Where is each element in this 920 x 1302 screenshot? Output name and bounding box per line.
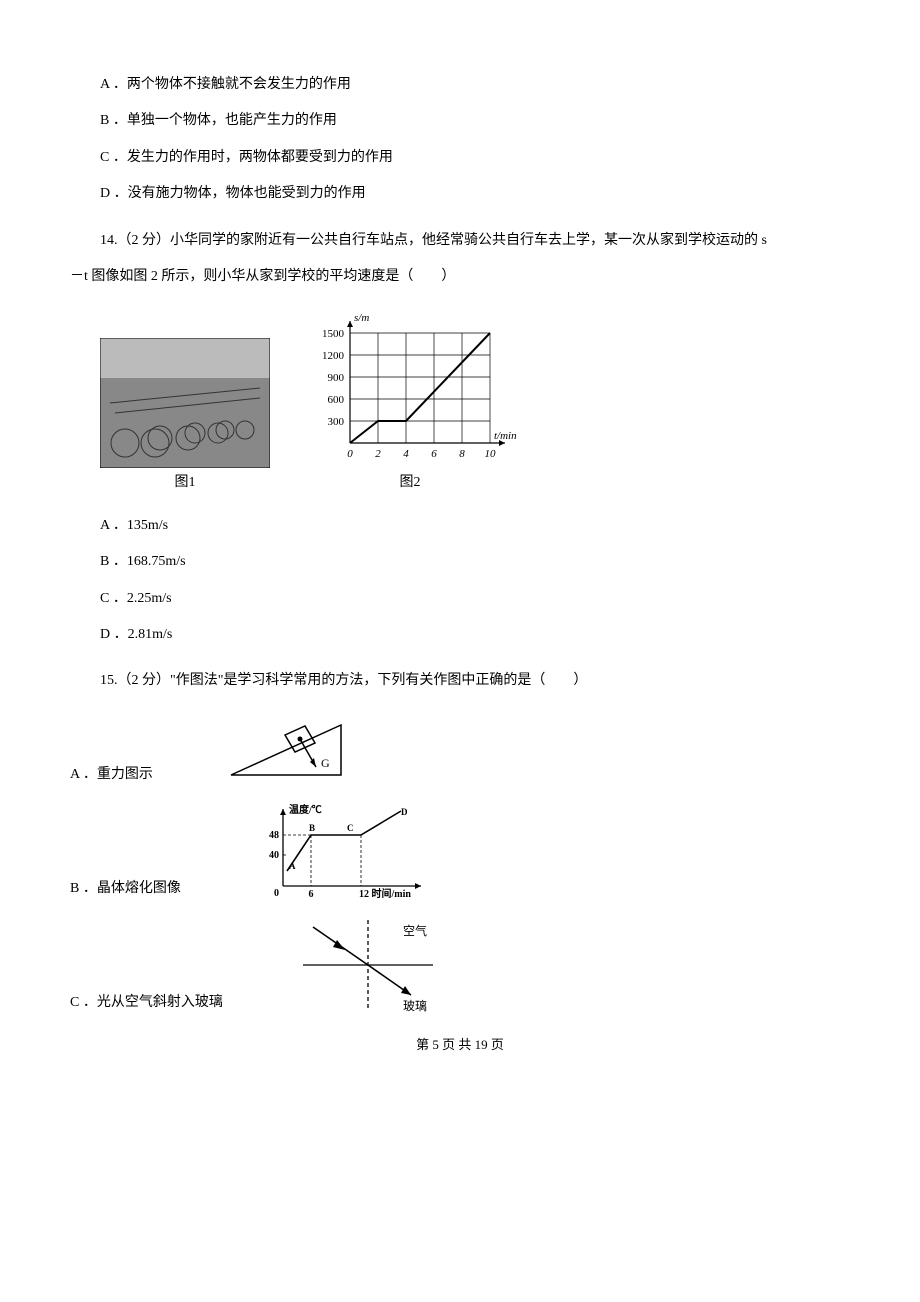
q15-option-b-row: B ．晶体熔化图像 48 40 0 6 温度/℃ 12 时间/min A B C D (70, 801, 850, 901)
svg-text:900: 900 (328, 372, 345, 384)
q14-stem-line2: －t 图像如图 2 所示，则小华从家到学校的平均速度是（ ） (70, 266, 850, 288)
svg-text:300: 300 (328, 416, 345, 428)
q14-option-d: D ．2.81m/s (100, 624, 850, 646)
svg-text:10: 10 (485, 448, 497, 460)
svg-text:A: A (289, 861, 296, 871)
q15-option-a-row: A ．重力图示 G (70, 707, 850, 787)
q14-option-c: C ．2.25m/s (100, 588, 850, 610)
q14-stem-line1: 14.（2 分）小华同学的家附近有一公共自行车站点，他经常骑公共自行车去上学，某… (100, 230, 850, 252)
q13-option-b: B ．单独一个物体，也能产生力的作用 (100, 110, 850, 132)
svg-text:0: 0 (347, 448, 353, 460)
q14-option-b: B ．168.75m/s (100, 551, 850, 573)
q13-option-c: C ．发生力的作用时，两物体都要受到力的作用 (100, 147, 850, 169)
q13-option-a: A ．两个物体不接触就不会发生力的作用 (100, 74, 850, 96)
q15-stem: 15.（2 分）"作图法"是学习科学常用的方法，下列有关作图中正确的是（ ） (100, 670, 850, 692)
svg-text:s/m: s/m (354, 312, 369, 324)
q14-fig2-caption: 图2 (400, 472, 421, 494)
svg-text:C: C (347, 823, 354, 833)
svg-text:2: 2 (375, 448, 381, 460)
q15-melting-chart: 48 40 0 6 温度/℃ 12 时间/min A B C D (251, 801, 431, 901)
bicycle-photo-placeholder (100, 338, 270, 468)
q14-fig2-block: 0 2 4 6 8 10 300 600 900 1200 1500 s/m t/min 图2 (300, 308, 520, 494)
q14-st-chart: 0 2 4 6 8 10 300 600 900 1200 1500 s/m t/min (300, 308, 520, 468)
svg-text:40: 40 (269, 850, 279, 861)
svg-text:t/min: t/min (494, 430, 517, 442)
q13-option-d: D ．没有施力物体，物体也能受到力的作用 (100, 183, 850, 205)
q14-fig1-caption: 图1 (175, 472, 196, 494)
q15-option-a: A ．重力图示 (70, 764, 153, 786)
svg-text:1200: 1200 (322, 350, 345, 362)
q14-option-a: A ．135m/s (100, 515, 850, 537)
q15-option-b: B ．晶体熔化图像 (70, 878, 181, 900)
q15-option-c: C ．光从空气斜射入玻璃 (70, 992, 223, 1014)
page-footer: 第 5 页 共 19 页 (70, 1035, 850, 1056)
svg-text:1500: 1500 (322, 328, 345, 340)
svg-text:B: B (309, 823, 315, 833)
svg-text:D: D (401, 807, 408, 817)
q15-gravity-diagram: G (223, 707, 353, 787)
svg-text:12 时间/min: 12 时间/min (359, 887, 411, 900)
svg-text:G: G (321, 756, 330, 770)
svg-text:6: 6 (431, 448, 437, 460)
q15-option-c-row: C ．光从空气斜射入玻璃 空气玻璃 (70, 915, 850, 1015)
q14-figures: 图1 0 2 4 6 8 10 300 600 900 1200 1500 s/m t/min 图2 (100, 308, 850, 494)
svg-text:48: 48 (269, 830, 279, 841)
svg-text:空气: 空气 (403, 923, 427, 938)
svg-text:0: 0 (274, 888, 279, 899)
svg-text:温度/℃: 温度/℃ (289, 803, 322, 816)
svg-text:玻璃: 玻璃 (403, 999, 427, 1013)
q15-refraction-diagram: 空气玻璃 (293, 915, 443, 1015)
q14-fig1-block: 图1 (100, 338, 270, 494)
svg-text:6: 6 (308, 889, 313, 900)
svg-text:8: 8 (459, 448, 465, 460)
svg-text:4: 4 (403, 448, 409, 460)
svg-text:600: 600 (328, 394, 345, 406)
